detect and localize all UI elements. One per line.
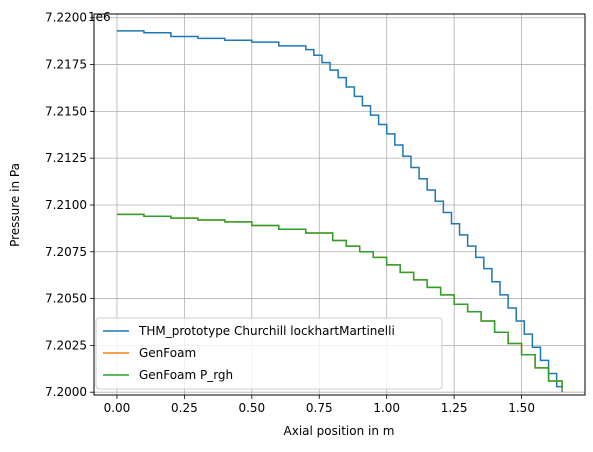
legend-label: THM_prototype Churchill lockhartMartinel… — [138, 324, 395, 338]
plot-frame — [93, 13, 586, 396]
y-axis-ticks: 7.2000 7.2025 7.2050 7.2075 7.2100 7.2125 7.21… — [45, 11, 94, 399]
series-line-3 — [116, 213, 563, 389]
y-tick-label: 7.2175 — [45, 58, 87, 72]
y-axis-label: Pressure in Pa — [8, 163, 22, 247]
x-axis-ticks: 0.00 0.25 0.50 0.75 1.00 1.25 1.50 — [104, 395, 535, 415]
series-line-1 — [116, 30, 563, 393]
x-tick-label: 0.50 — [238, 401, 265, 415]
x-tick-label: 1.25 — [441, 401, 468, 415]
y-tick-label: 7.2075 — [45, 245, 87, 259]
y-tick-label: 7.2125 — [45, 151, 87, 165]
legend-label: GenFoam P_rgh — [139, 368, 233, 382]
y-tick-label: 7.2000 — [45, 385, 87, 399]
x-tick-label: 1.00 — [373, 401, 400, 415]
legend-box — [95, 317, 443, 390]
x-axis-label: Axial position in m — [284, 424, 395, 438]
y-offset-text: 1e6 — [88, 10, 111, 24]
y-tick-label: 7.2200 — [45, 11, 87, 25]
legend: THM_prototype Churchill lockhartMartinel… — [95, 317, 443, 390]
x-tick-label: 0.25 — [171, 401, 198, 415]
series-group — [116, 30, 563, 393]
x-tick-label: 0.75 — [306, 401, 333, 415]
y-tick-label: 7.2150 — [45, 104, 87, 118]
legend-label: GenFoam — [139, 346, 196, 360]
x-tick-label: 1.50 — [508, 401, 535, 415]
y-tick-label: 7.2100 — [45, 198, 87, 212]
y-tick-label: 7.2025 — [45, 338, 87, 352]
x-tick-label: 0.00 — [104, 401, 131, 415]
y-tick-label: 7.2050 — [45, 292, 87, 306]
